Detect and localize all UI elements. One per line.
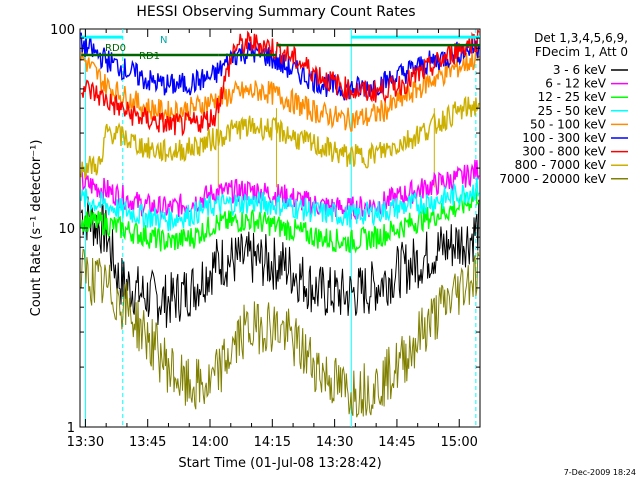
legend-header-line-2: FDecim 1, Att 0	[535, 45, 628, 59]
legend: Det 1,3,4,5,6,9, FDecim 1, Att 0 3 - 6 k…	[499, 31, 628, 186]
legend-label: 12 - 25 keV	[538, 90, 607, 104]
series-2-trace	[80, 159, 480, 220]
y-tick-label: 1	[67, 421, 75, 436]
y-tick-label: 100	[50, 23, 75, 38]
legend-header-line-1: Det 1,3,4,5,6,9,	[534, 31, 628, 45]
legend-label: 800 - 7000 keV	[515, 158, 607, 172]
series-7-trace	[80, 29, 480, 137]
series-8-trace	[80, 95, 480, 180]
annotation-n: N	[160, 35, 167, 46]
x-axis-label: Start Time (01-Jul-08 13:28:42)	[178, 456, 381, 471]
x-tick-label: 13:45	[129, 435, 166, 450]
x-tick-label: 14:00	[191, 435, 228, 450]
x-tick-label: 15:00	[440, 435, 477, 450]
y-axis-label: Count Rate (s⁻¹ detector⁻¹)	[29, 140, 44, 317]
timestamp: 7-Dec-2009 18:24	[564, 468, 636, 477]
series-3-trace	[80, 188, 480, 254]
axis-layer: 13:30 13:45 14:00 14:15 14:30 14:45 15:00 1 10 10…	[50, 23, 480, 450]
series-4-trace	[80, 177, 480, 232]
legend-label: 3 - 6 keV	[553, 63, 607, 77]
x-tick-label: 13:30	[67, 435, 104, 450]
legend-label: 100 - 300 keV	[522, 131, 606, 145]
legend-label: 300 - 800 keV	[522, 145, 606, 159]
chart-title: HESSI Observing Summary Count Rates	[136, 4, 415, 20]
x-tick-label: 14:30	[316, 435, 353, 450]
legend-label: 7000 - 20000 keV	[499, 172, 606, 186]
x-tick-label: 14:45	[378, 435, 415, 450]
x-tick-label: 14:15	[254, 435, 291, 450]
series-9-trace	[80, 248, 480, 418]
legend-label: 25 - 50 keV	[538, 104, 607, 118]
y-tick-label: 10	[58, 222, 75, 237]
annotation-rd0: RD0	[105, 43, 126, 54]
data-layer	[80, 29, 480, 427]
series-1-trace	[80, 196, 480, 328]
annotation-rd1: RD1	[139, 51, 160, 62]
legend-label: 50 - 100 keV	[530, 117, 607, 131]
legend-label: 6 - 12 keV	[545, 77, 607, 91]
